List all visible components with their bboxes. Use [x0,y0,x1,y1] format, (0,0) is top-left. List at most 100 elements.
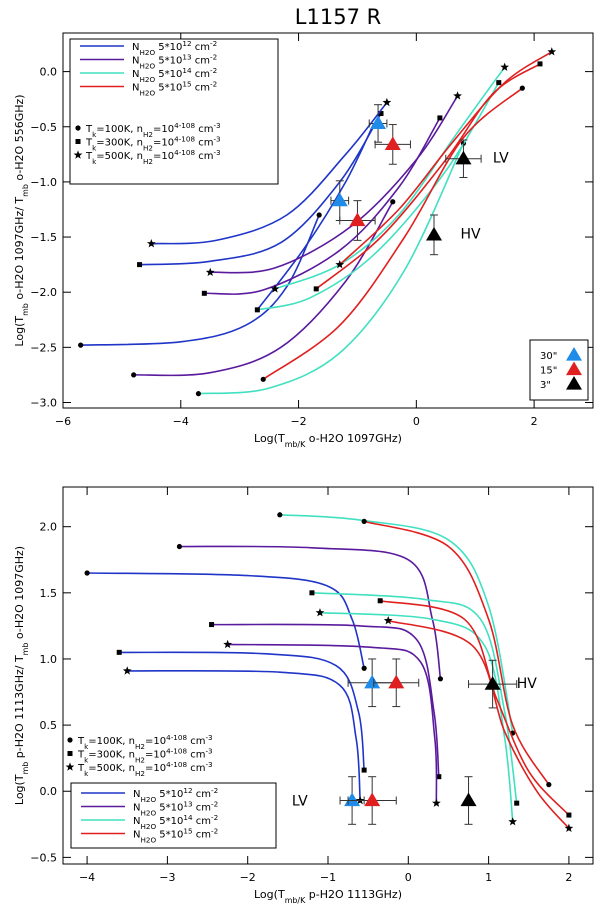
x-tick-label: −2 [240,871,256,884]
model-curve [279,514,514,734]
observation-point [460,776,477,825]
region-label: HV [461,227,482,243]
y-axis-label: Log(Tmb o-H2O 1097GHz/ Tmb o-H2O 556GHz) [13,94,30,346]
observation-triangle [364,792,381,807]
curve-start-marker [131,372,137,378]
curve-start-marker [137,262,143,268]
observation-triangle [455,150,472,165]
observation-triangle [349,212,366,227]
observation-point [347,658,397,708]
observation-legend-triangle [566,361,582,376]
observation-point [468,659,518,709]
legend-label: NH2O 5*1013 cm-2 [132,52,217,70]
x-tick-label: 1 [485,871,492,884]
chart-bottom: −4 −3 −2 −1 0 1 2 −0.5 0.0 0.5 1.0 1.5 2.0 Log(Tmb/K … [13,486,594,905]
curve-start-marker [254,307,260,313]
observation-point [330,180,350,221]
legend-box [69,38,279,185]
observation-point [347,776,397,825]
model-curve [139,113,382,266]
model-curve [380,600,570,816]
curve-end-marker [361,665,367,671]
y-tick-label: 0.0 [40,785,58,798]
x-tick-label: −6 [55,415,71,428]
x-tick-label: −2 [290,415,306,428]
observation-point [426,214,442,256]
y-tick-label: 1.5 [40,587,58,600]
figure-title: L1157 R [295,5,381,29]
model-curve [151,101,388,245]
plot-area [84,512,574,833]
curve-start-marker [383,616,393,625]
model-curve [179,545,442,679]
curve-start-marker [116,649,122,655]
observation-triangle [484,676,501,690]
curve-end-marker [546,782,552,788]
model-curve [274,66,506,290]
curve-end-marker [514,800,520,806]
curve-end-marker [437,115,443,121]
observation-point [374,124,411,165]
chart-top: −6 −4 −2 0 2 −3.0 −2.5 −2.0 −1.5 −1.0 −0.5 0.0 Log(T… [13,32,594,449]
y-tick-label: 2.0 [40,521,58,534]
curve-end-marker [390,199,396,205]
x-tick-label: 2 [531,415,538,428]
observation-legend-box [529,339,589,401]
x-axis-label: Log(Tmb/K o-H2O 1097GHz) [254,432,402,449]
legend-box [70,782,277,849]
legend-label: Tk=500K, nH2=104-108 cm-3 [85,148,221,166]
model-curve [319,611,514,822]
curve-end-marker [547,47,557,56]
curve-end-marker [382,97,392,107]
x-tick-label: 0 [405,871,412,884]
curve-end-marker [564,823,574,833]
x-tick-label: −3 [159,871,175,884]
observation-triangle [364,674,381,689]
y-tick-label: −0.5 [30,121,57,134]
legend-label: NH2O 5*1012 cm-2 [133,786,218,804]
y-tick-label: 1.0 [40,653,58,666]
observation-triangle [384,136,401,150]
observation-point [445,139,482,178]
curve-start-marker [361,518,367,524]
observation-point [339,200,376,241]
curve-start-marker [270,284,280,293]
region-label: LV [292,794,308,810]
curve-start-marker [260,376,266,382]
curve-end-marker [508,817,518,826]
x-tick-label: −4 [79,871,95,884]
observation-triangle [331,192,348,207]
y-tick-label: −2.0 [30,286,57,299]
plot-area [78,47,557,397]
plot-frame [62,32,594,409]
curve-start-marker [335,260,345,269]
legend-marker [67,737,73,743]
model-curve [119,651,365,771]
curve-start-marker [176,543,183,550]
curve-end-marker [500,62,510,71]
x-axis-label: Log(Tmb/K p-H2O 1113GHz) [254,888,402,905]
curve-start-marker [277,512,283,518]
observation-legend-label: 15" [540,366,557,377]
curve-start-marker [313,286,319,292]
curve-end-marker [496,80,502,86]
curve-start-marker [315,608,325,617]
curve-end-marker [537,61,543,67]
curve-start-marker [122,666,132,675]
legend-marker [65,762,75,771]
model-curve [87,572,365,669]
model-curve [80,214,320,346]
curve-start-marker [84,570,90,576]
curve-end-marker [453,91,462,100]
curve-start-marker [309,590,315,596]
observation-legend: 30" 15" 3" [529,339,589,401]
legend-label: NH2O 5*1014 cm-2 [132,66,217,84]
y-tick-label: −2.5 [30,341,57,354]
observation-legend-triangle [566,376,582,390]
observation-triangle [460,792,477,807]
curve-end-marker [436,774,442,780]
legend-label: Tk=100K, nH2=104-108 cm-3 [85,121,221,139]
y-tick-label: −1.0 [30,176,57,189]
observation-triangle [388,674,405,689]
observation-point [373,658,420,708]
